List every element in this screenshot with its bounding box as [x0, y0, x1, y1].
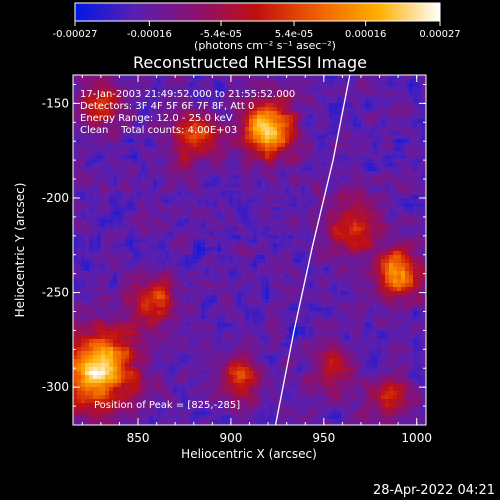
solar-limb-line — [274, 75, 351, 425]
x-tick-label: 950 — [312, 431, 335, 445]
x-tick-label: 850 — [127, 431, 150, 445]
x-axis-label: Heliocentric X (arcsec) — [181, 447, 317, 461]
colorbar-tick-label: -5.4e-05 — [200, 29, 242, 40]
x-tick-label: 1000 — [401, 431, 432, 445]
colorbar-unit-label: (photons cm⁻² s⁻¹ asec⁻²) — [194, 39, 336, 52]
colorbar — [75, 3, 440, 21]
colorbar-frame — [74, 2, 441, 22]
annotation-peak: Position of Peak = [825,-285] — [94, 400, 240, 411]
y-tick-label: -250 — [42, 286, 69, 300]
x-tick-label: 900 — [219, 431, 242, 445]
annotation-time: 17-Jan-2003 21:49:52.000 to 21:55:52.000 — [80, 89, 295, 100]
y-axis-label: Heliocentric Y (arcsec) — [13, 183, 27, 318]
chart-title: Reconstructed RHESSI Image — [133, 53, 367, 72]
y-tick-label: -300 — [42, 380, 69, 394]
y-tick-label: -200 — [42, 191, 69, 205]
colorbar-tick-label: 0.00016 — [345, 29, 386, 40]
axes: 850 900 950 1000 -150 -200 -250 -300 — [42, 75, 432, 445]
colorbar-tick-label: 5.4e-05 — [275, 29, 313, 40]
y-tick-label: -150 — [42, 96, 69, 110]
timestamp: 28-Apr-2022 04:21 — [373, 483, 495, 498]
colorbar-tick-label: 0.00027 — [419, 29, 460, 40]
annotation-algorithm: Clean Total counts: 4.00E+03 — [80, 125, 237, 136]
colorbar-tick-label: -0.00027 — [53, 29, 98, 40]
annotation-energy: Energy Range: 12.0 - 25.0 keV — [80, 113, 233, 124]
heatmap-image — [73, 75, 426, 425]
colorbar-ticks: -0.00027 -0.00016 -5.4e-05 5.4e-05 0.00016 0.… — [53, 21, 461, 40]
colorbar-tick-label: -0.00016 — [127, 29, 172, 40]
annotation-detectors: Detectors: 3F 4F 5F 6F 7F 8F, Att 0 — [80, 101, 254, 112]
